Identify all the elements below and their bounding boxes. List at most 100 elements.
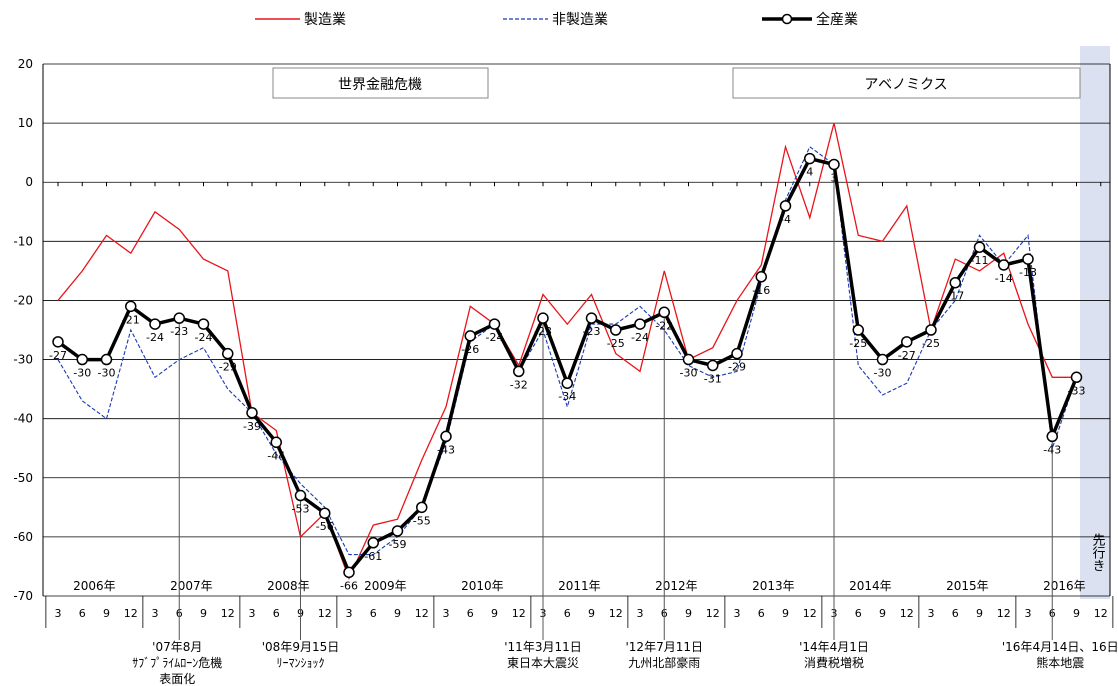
all-industries-marker <box>901 336 913 348</box>
all-industries-marker <box>246 407 258 419</box>
y-tick-label: -30 <box>13 353 33 367</box>
all-industries-marker <box>682 353 695 366</box>
forecast-region <box>1080 46 1110 599</box>
event-label: '14年4月1日 <box>799 640 869 654</box>
x-tick-label: 6 <box>273 607 280 620</box>
x-tick-label: 3 <box>928 607 935 620</box>
data-label: -14 <box>995 272 1013 285</box>
data-label: -25 <box>922 337 940 350</box>
y-tick-label: -10 <box>13 234 33 248</box>
legend: 製造業 非製造業 全産業 <box>255 11 858 28</box>
event-label: 熊本地震 <box>1036 655 1084 670</box>
data-label: -23 <box>534 325 552 338</box>
data-label: -43 <box>1043 443 1061 456</box>
all-industries-marker <box>125 300 137 313</box>
all-industries-marker <box>755 271 767 283</box>
y-tick-label: 10 <box>18 116 33 130</box>
legend-label: 非製造業 <box>552 12 608 28</box>
all-industries-marker <box>464 330 476 342</box>
all-industries-marker <box>852 324 864 336</box>
data-label: -11 <box>971 254 989 267</box>
data-label: -27 <box>898 349 916 362</box>
x-tick-label: 12 <box>900 607 914 620</box>
all-industries-marker <box>561 377 573 389</box>
x-tick-label: 9 <box>976 607 983 620</box>
x-tick-label: 3 <box>249 607 256 620</box>
data-labels: -27-30 -30-21-24 -23 -24-29-39-44-53-56-66-… <box>49 166 1085 593</box>
y-tick-label: -40 <box>13 412 33 426</box>
all-industries-marker <box>367 537 379 549</box>
x-tick-label: 6 <box>758 607 765 620</box>
data-label: -30 <box>680 367 698 380</box>
all-industries-marker <box>294 489 307 502</box>
data-label: -43 <box>437 443 455 456</box>
data-label: -55 <box>413 514 431 527</box>
x-tick-label: 3 <box>1025 607 1032 620</box>
data-label: -23 <box>583 325 601 338</box>
data-label: -23 <box>170 325 188 338</box>
all-industries-marker <box>828 158 840 171</box>
data-label: -30 <box>73 367 91 380</box>
all-industries-marker <box>779 200 792 212</box>
series-manufacturing <box>57 122 1077 580</box>
data-label: -53 <box>292 503 310 516</box>
data-label: -26 <box>461 343 479 356</box>
x-tick-label: 12 <box>512 607 526 620</box>
event-label: '08年9月15日 <box>262 640 339 654</box>
year-label: 2013年 <box>752 579 795 593</box>
data-label: -56 <box>316 520 334 533</box>
event-label: 東日本大震災 <box>507 656 579 670</box>
event-label: '11年3月11日 <box>504 640 581 654</box>
all-industries-marker <box>973 241 986 253</box>
year-label: 2007年 <box>170 579 213 593</box>
event-label: 表面化 <box>159 672 195 686</box>
all-industries-marker <box>270 436 282 449</box>
data-label: -61 <box>364 550 382 563</box>
all-industries-marker <box>1046 430 1058 443</box>
all-industries-marker <box>876 353 889 366</box>
all-industries-marker <box>440 430 452 443</box>
all-industries-marker <box>197 318 210 330</box>
x-tick-label: 6 <box>467 607 474 620</box>
year-label: 2010年 <box>461 579 504 593</box>
event-label: ｻﾌﾞﾌﾟﾗｲﾑﾛｰﾝ危機 <box>132 655 222 670</box>
year-label: 2006年 <box>73 579 116 593</box>
all-industries-marker <box>488 318 501 330</box>
x-tick-label: 12 <box>609 607 623 620</box>
all-industries-marker <box>658 306 670 319</box>
data-label: -25 <box>607 337 625 350</box>
all-industries-marker <box>731 347 743 360</box>
legend-label: 製造業 <box>304 12 346 28</box>
data-label: -16 <box>752 284 770 297</box>
x-tick-label: 12 <box>415 607 429 620</box>
all-industries-marker <box>149 318 161 330</box>
x-tick-label: 9 <box>879 607 886 620</box>
data-label: -13 <box>1019 266 1037 279</box>
all-industries-marker <box>998 259 1010 271</box>
all-industries-marker <box>925 324 937 336</box>
all-industries-marker <box>343 566 355 579</box>
all-industries-marker <box>513 365 525 378</box>
all-industries-marker <box>537 312 549 324</box>
y-tick-label: -60 <box>13 530 33 544</box>
all-industries-marker <box>173 312 185 324</box>
x-tick-label: 6 <box>855 607 862 620</box>
data-label: -4 <box>780 213 791 226</box>
period-box-abenomics: アベノミクス <box>732 67 1081 99</box>
all-industries-marker <box>585 312 598 324</box>
data-label: -44 <box>267 449 285 462</box>
data-label: -59 <box>389 538 407 551</box>
data-label: -29 <box>219 361 237 374</box>
data-label: -22 <box>655 319 673 332</box>
period-box-label: 世界金融危機 <box>338 77 422 93</box>
period-box-label: アベノミクス <box>864 77 947 93</box>
data-label: -33 <box>1068 384 1086 397</box>
y-tick-label: 0 <box>25 175 33 189</box>
period-box-financial-crisis: 世界金融危機 <box>272 67 489 99</box>
x-tick-label: 3 <box>55 607 62 620</box>
y-tick-label: -70 <box>13 589 33 603</box>
all-industries-marker <box>804 152 816 165</box>
all-industries-marker <box>707 359 719 372</box>
